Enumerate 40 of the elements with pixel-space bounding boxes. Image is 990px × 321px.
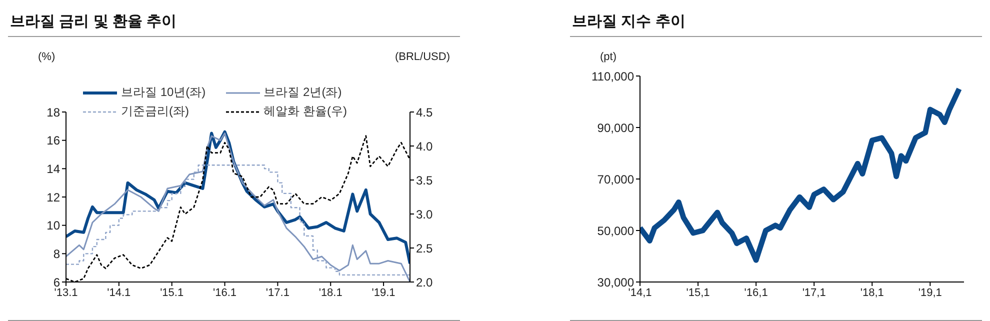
y-tick-label: 90,000 <box>597 120 634 135</box>
x-tick-label: '19.1 <box>372 286 396 299</box>
y2-tick-label: 2.5 <box>416 241 434 256</box>
y2-tick-label: 4.0 <box>416 139 434 154</box>
y-tick-label: 110,000 <box>592 69 634 84</box>
chart-title: 브라질 지수 추이 <box>570 8 982 37</box>
x-tick-label: '15.1 <box>160 286 184 299</box>
y-tick-label: 50,000 <box>597 224 634 238</box>
x-tick-label: '17,1 <box>802 286 826 299</box>
x-tick-label: '16.1 <box>213 286 237 299</box>
y2-tick-label: 4.5 <box>416 105 434 120</box>
legend-label: 브라질 2년(좌) <box>264 84 342 101</box>
y-tick-label: 12 <box>46 190 60 204</box>
legend-label: 브라질 10년(좌) <box>121 84 206 101</box>
x-tick-label: '14,1 <box>628 286 652 299</box>
x-tick-label: '18.1 <box>318 286 342 299</box>
y2-tick-label: 3.0 <box>416 207 434 222</box>
y2-tick-label: 3.5 <box>416 173 434 188</box>
x-tick-label: '18,1 <box>860 286 884 299</box>
legend-label: 헤알화 환율(우) <box>264 103 348 120</box>
y-tick-label: 6 <box>53 275 60 290</box>
legend-label: 기준금리(좌) <box>121 103 189 120</box>
x-tick-label: '15,1 <box>686 286 710 299</box>
chart-title: 브라질 금리 및 환율 추이 <box>8 8 460 37</box>
y-tick-label: 8 <box>53 246 60 261</box>
y2-tick-label: 2.0 <box>416 275 434 290</box>
y-tick-label: 16 <box>46 134 60 148</box>
y-axis-title: (pt) <box>600 51 616 63</box>
y-tick-label: 30,000 <box>597 275 634 290</box>
y-tick-label: 18 <box>46 105 60 120</box>
x-tick-label: '17.1 <box>266 286 290 299</box>
y-tick-label: 14 <box>46 162 60 176</box>
x-tick-label: '16,1 <box>744 286 768 299</box>
x-tick-label: '14.1 <box>107 286 131 299</box>
y-tick-label: 70,000 <box>597 172 634 186</box>
y2-axis-title: (BRL/USD) <box>394 51 450 63</box>
x-tick-label: '19,1 <box>918 286 942 299</box>
y-axis-title: (%) <box>38 51 56 63</box>
y-tick-label: 10 <box>46 218 60 233</box>
x-tick-label: '13.1 <box>54 286 78 299</box>
